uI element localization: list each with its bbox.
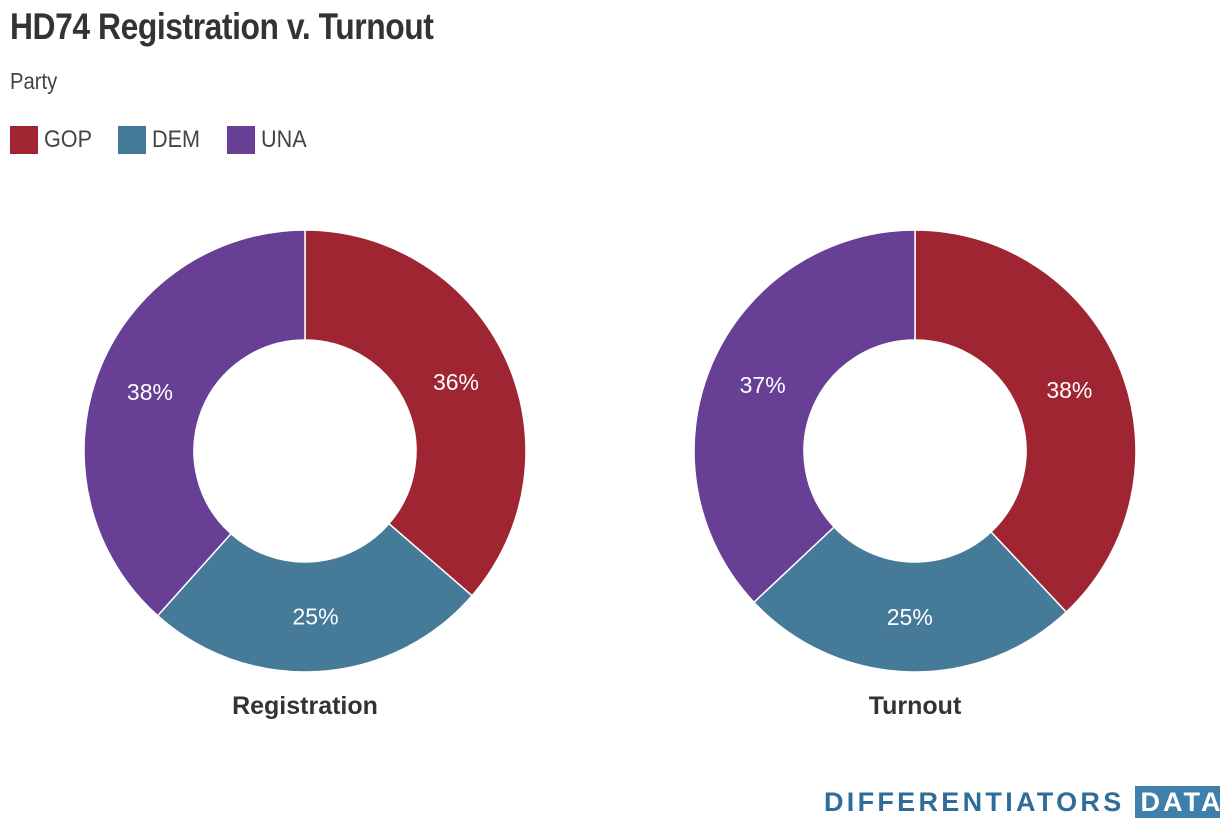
chart-title: HD74 Registration v. Turnout <box>10 6 434 47</box>
legend-item-una[interactable]: UNA <box>226 126 312 154</box>
donut-chart-turnout: 38% 25% 37% Turnout <box>693 229 1137 720</box>
brand-wordmark: DIFFERENTIATORS <box>824 786 1125 817</box>
slice-label-turnout-gop: 38% <box>1046 377 1092 403</box>
slice-turnout-una[interactable] <box>693 229 916 604</box>
legend-label-gop: GOP <box>44 126 93 153</box>
slice-registration-gop[interactable] <box>304 229 527 597</box>
legend-label-dem: DEM <box>152 126 201 153</box>
legend-swatch-gop <box>10 126 38 154</box>
legend-label-una: UNA <box>260 126 307 153</box>
legend: GOP DEM UNA <box>10 126 332 154</box>
slice-turnout-dem[interactable] <box>752 525 1068 673</box>
slice-label-registration-gop: 36% <box>433 369 479 395</box>
slice-label-turnout-una: 37% <box>740 372 786 398</box>
slice-label-registration-dem: 25% <box>293 604 339 630</box>
donut-chart-registration: 36% 25% 38% Registration <box>83 229 527 720</box>
chart-subtitle: Party <box>10 68 58 94</box>
brand-data-box: DATA <box>1134 786 1220 818</box>
brand-logo: DIFFERENTIATORS DATA <box>824 786 1220 818</box>
slice-registration-dem[interactable] <box>156 522 474 673</box>
slice-turnout-gop[interactable] <box>914 229 1137 614</box>
chart-caption-registration: Registration <box>232 692 378 720</box>
legend-swatch-una <box>226 126 255 154</box>
slice-label-turnout-dem: 25% <box>887 604 933 630</box>
chart-caption-turnout: Turnout <box>869 692 962 720</box>
slice-registration-una[interactable] <box>83 229 306 617</box>
slice-label-registration-una: 38% <box>127 379 173 405</box>
legend-item-dem[interactable]: DEM <box>118 126 205 154</box>
legend-item-gop[interactable]: GOP <box>10 126 97 154</box>
legend-swatch-dem <box>118 126 147 154</box>
